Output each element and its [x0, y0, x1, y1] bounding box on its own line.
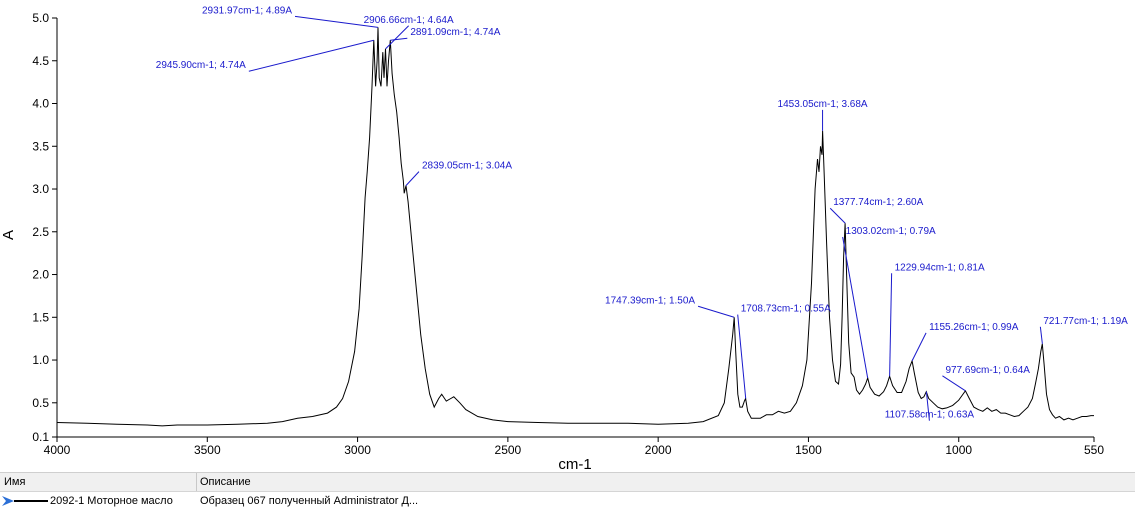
axes — [56, 18, 1094, 438]
y-tick-label: 1.5 — [32, 310, 49, 324]
x-tick-label: 2000 — [645, 443, 672, 457]
peak-label: 1377.74cm-1; 2.60A — [833, 197, 923, 208]
x-tick-label: 4000 — [44, 443, 71, 457]
peak-annotations: 2931.97cm-1; 4.89A 2906.66cm-1; 4.64A2891… — [156, 5, 1128, 421]
legend-col-description[interactable]: Описание — [200, 476, 251, 488]
peak-leader-line — [1039, 326, 1043, 344]
x-tick-label: 1000 — [945, 443, 972, 457]
peak-leader-line — [737, 314, 747, 399]
peak-leader-line — [390, 37, 408, 41]
y-tick-label: 3.5 — [32, 139, 49, 153]
legend-row-description: Образец 067 полученный Administrator Д..… — [200, 495, 419, 507]
x-tick-label: 1500 — [795, 443, 822, 457]
peak-leader-line — [842, 236, 869, 379]
y-tick-label: 4.5 — [32, 54, 49, 68]
peak-leader-line — [248, 39, 374, 72]
peak-label: 1708.73cm-1; 0.55A — [741, 304, 831, 315]
y-axis-title: A — [0, 230, 17, 240]
peak-leader-line — [294, 15, 379, 28]
x-tick-label: 3000 — [344, 443, 371, 457]
peak-leader-line — [911, 332, 927, 362]
peak-leader-line — [925, 391, 930, 421]
peak-leader-line — [942, 375, 966, 392]
series-line — [56, 27, 1094, 427]
legend-table: Имя Описание 2092-1 Моторное масло Образ… — [0, 472, 1135, 510]
peak-label: 1107.58cm-1; 0.63A — [885, 410, 975, 421]
peak-label: 2839.05cm-1; 3.04A — [422, 161, 512, 172]
x-axis-title: cm-1 — [558, 456, 591, 472]
peak-leader-line — [889, 273, 893, 377]
legend-row[interactable]: 2092-1 Моторное масло Образец 067 получе… — [0, 492, 1135, 510]
y-tick-label: 1.0 — [32, 353, 49, 367]
y-tick-label: 2.5 — [32, 225, 49, 239]
peak-label: 1303.02cm-1; 0.79A — [846, 226, 936, 237]
peak-label: 1155.26cm-1; 0.99A — [929, 322, 1019, 333]
peak-leader-line — [697, 305, 735, 318]
series-swatch — [14, 500, 48, 502]
column-divider[interactable] — [196, 473, 197, 491]
x-tick-label: 2500 — [495, 443, 522, 457]
peak-label: 977.69cm-1; 0.64A — [945, 365, 1030, 376]
peak-label: 721.77cm-1; 1.19A — [1043, 316, 1128, 327]
peak-label: 1747.39cm-1; 1.50A — [605, 295, 695, 306]
arrow-icon — [2, 496, 14, 506]
y-tick-label: 0.5 — [32, 396, 49, 410]
peak-label: 2945.90cm-1; 4.74A — [156, 60, 246, 71]
x-tick-label: 3500 — [194, 443, 221, 457]
legend-row-name: 2092-1 Моторное масло — [50, 495, 173, 507]
peak-leader-line — [405, 171, 420, 186]
peak-label: 1453.05cm-1; 3.68A — [778, 99, 868, 110]
y-tick-label: 5.0 — [32, 11, 49, 25]
peak-leader-line — [829, 207, 846, 224]
y-tick-label: 2.0 — [32, 268, 49, 282]
y-tick-label: 0.1 — [32, 430, 49, 444]
peak-label: 1229.94cm-1; 0.81A — [895, 262, 985, 273]
x-tick-label: 550 — [1084, 443, 1104, 457]
y-tick-label: 3.0 — [32, 182, 49, 196]
tick-group: 4000 3500 3000 2500 2000 1500 1000 550 0.1 0.5 1.0… — [32, 11, 1104, 457]
peak-leader-line — [385, 25, 409, 50]
peak-label: 2931.97cm-1; 4.89A — [202, 5, 292, 16]
legend-header-row: Имя Описание — [0, 473, 1135, 492]
legend-col-name[interactable]: Имя — [4, 476, 26, 488]
y-tick-label: 4.0 — [32, 97, 49, 111]
peak-label: 2891.09cm-1; 4.74A — [410, 27, 500, 38]
peak-label: 2906.66cm-1; 4.64A — [364, 15, 454, 26]
spectrum-chart: 4000 3500 3000 2500 2000 1500 1000 550 0.1 0.5 1.0… — [0, 5, 1129, 472]
